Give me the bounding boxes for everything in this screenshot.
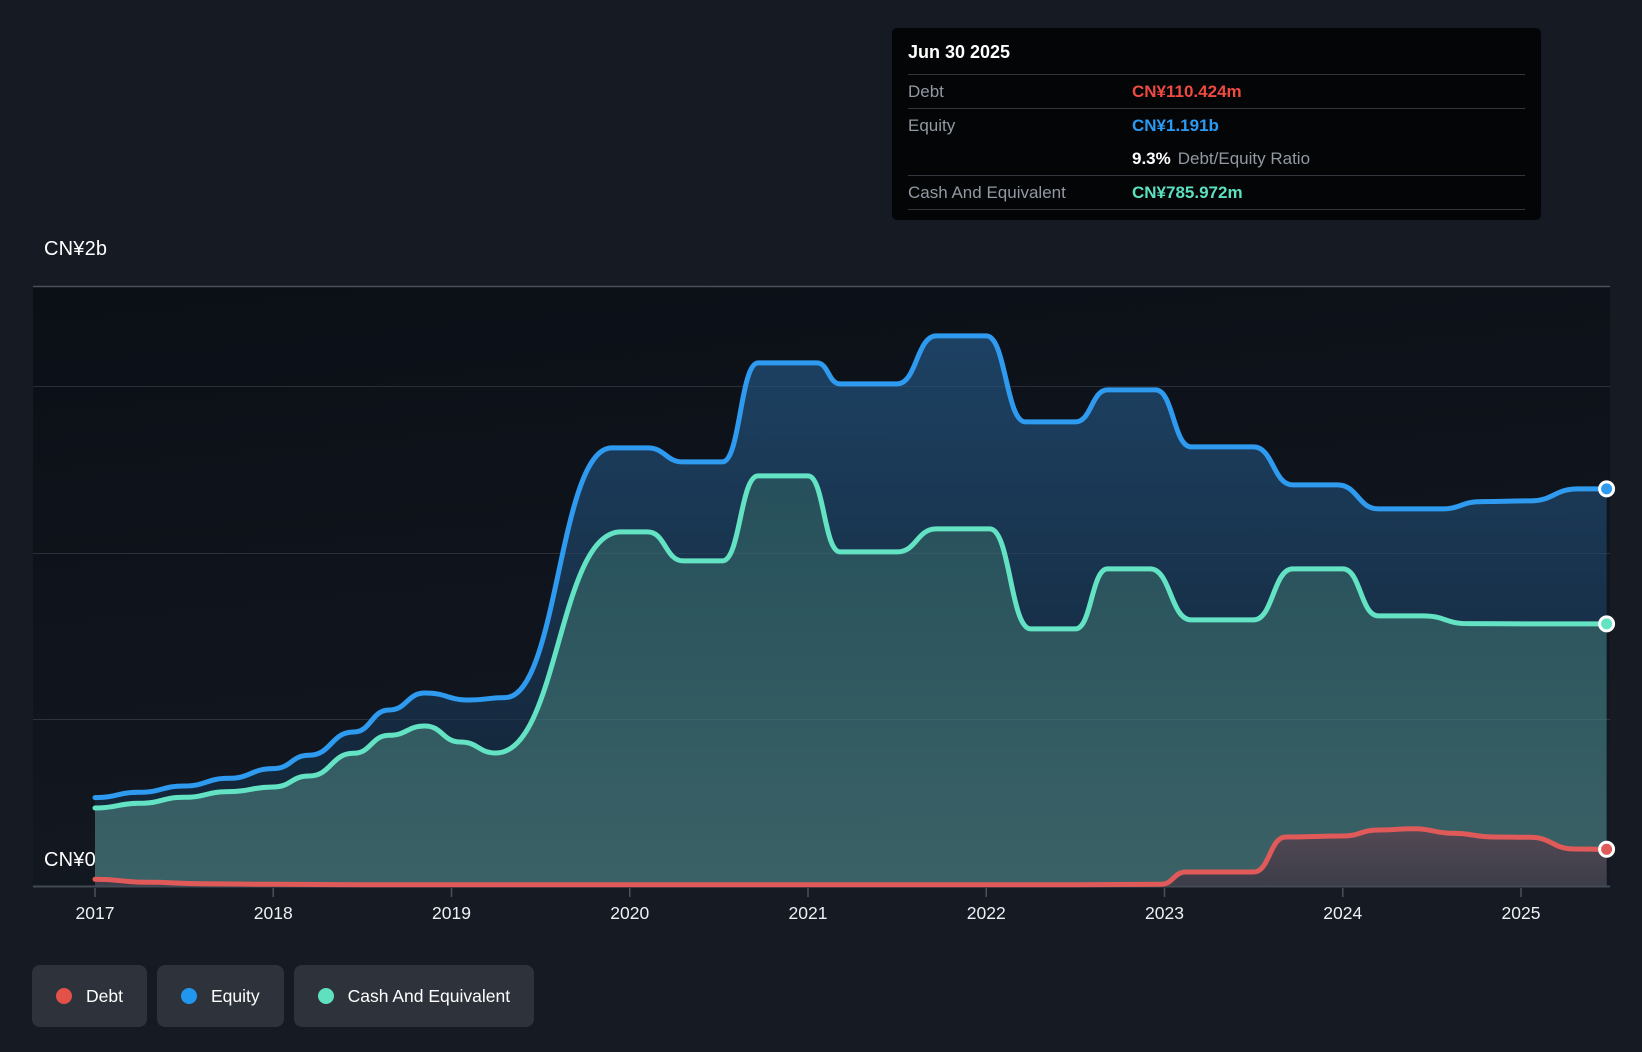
x-axis-tick-label: 2019	[432, 903, 471, 923]
equity-color-dot-icon	[180, 988, 197, 1004]
cash-area-fill	[95, 475, 1607, 886]
x-axis-tick-label: 2024	[1323, 903, 1363, 923]
legend-equity-label: Equity	[210, 985, 260, 1006]
y-axis-label-top: CN¥2b	[44, 238, 108, 260]
chart-legend: Debt Equity Cash And Equivalent	[32, 965, 535, 1027]
tooltip-cash-label: Cash And Equivalent	[908, 182, 1066, 202]
tooltip-ratio-label: Debt/Equity Ratio	[1177, 148, 1311, 168]
tooltip-debt-value: CN¥110.424m	[1132, 81, 1242, 101]
y-axis-label-zero: CN¥0	[44, 849, 96, 871]
tooltip-row-debt: Debt CN¥110.424m	[908, 75, 1525, 109]
tooltip-debt-label: Debt	[908, 81, 944, 101]
debt-end-dot[interactable]	[1598, 840, 1616, 858]
chart-tooltip: Jun 30 2025 Debt CN¥110.424m Equity CN¥1…	[892, 28, 1541, 220]
equity-line[interactable]	[92, 333, 1610, 801]
x-axis-tick-label: 2025	[1501, 903, 1541, 923]
cash-end-dot[interactable]	[1598, 615, 1616, 633]
legend-item-debt[interactable]: Debt	[32, 965, 147, 1027]
tooltip-equity-value: CN¥1.191b	[1132, 115, 1219, 135]
legend-item-equity[interactable]: Equity	[156, 965, 284, 1027]
tooltip-date: Jun 30 2025	[908, 28, 1525, 75]
equity-end-dot[interactable]	[1598, 480, 1616, 498]
cash-line[interactable]	[92, 473, 1610, 811]
debt-line[interactable]	[92, 826, 1610, 888]
x-axis-tick-label: 2022	[966, 903, 1006, 923]
tooltip-cash-value: CN¥785.972m	[1132, 182, 1243, 202]
cash-color-dot-icon	[317, 988, 334, 1004]
x-axis-tick-label: 2017	[75, 903, 115, 923]
x-axis-tick-label: 2018	[253, 903, 293, 923]
x-axis-tick-label: 2021	[788, 903, 828, 923]
gridlines-overlay	[33, 386, 1610, 720]
legend-cash-label: Cash And Equivalent	[347, 985, 511, 1006]
legend-item-cash[interactable]: Cash And Equivalent	[293, 965, 535, 1027]
legend-debt-label: Debt	[86, 985, 123, 1006]
x-axis-ticks	[94, 888, 1522, 897]
x-axis-tick-label: 2023	[1145, 903, 1184, 923]
tooltip-row-cash: Cash And Equivalent CN¥785.972m	[908, 176, 1525, 210]
tooltip-equity-label: Equity	[908, 115, 956, 135]
debt-color-dot-icon	[56, 988, 72, 1004]
tooltip-row-equity: Equity CN¥1.191b	[908, 109, 1525, 142]
tooltip-row-ratio: 9.3% Debt/Equity Ratio	[908, 142, 1525, 176]
tooltip-ratio-value: 9.3%	[1132, 148, 1171, 168]
x-axis-tick-label: 2020	[610, 903, 650, 923]
